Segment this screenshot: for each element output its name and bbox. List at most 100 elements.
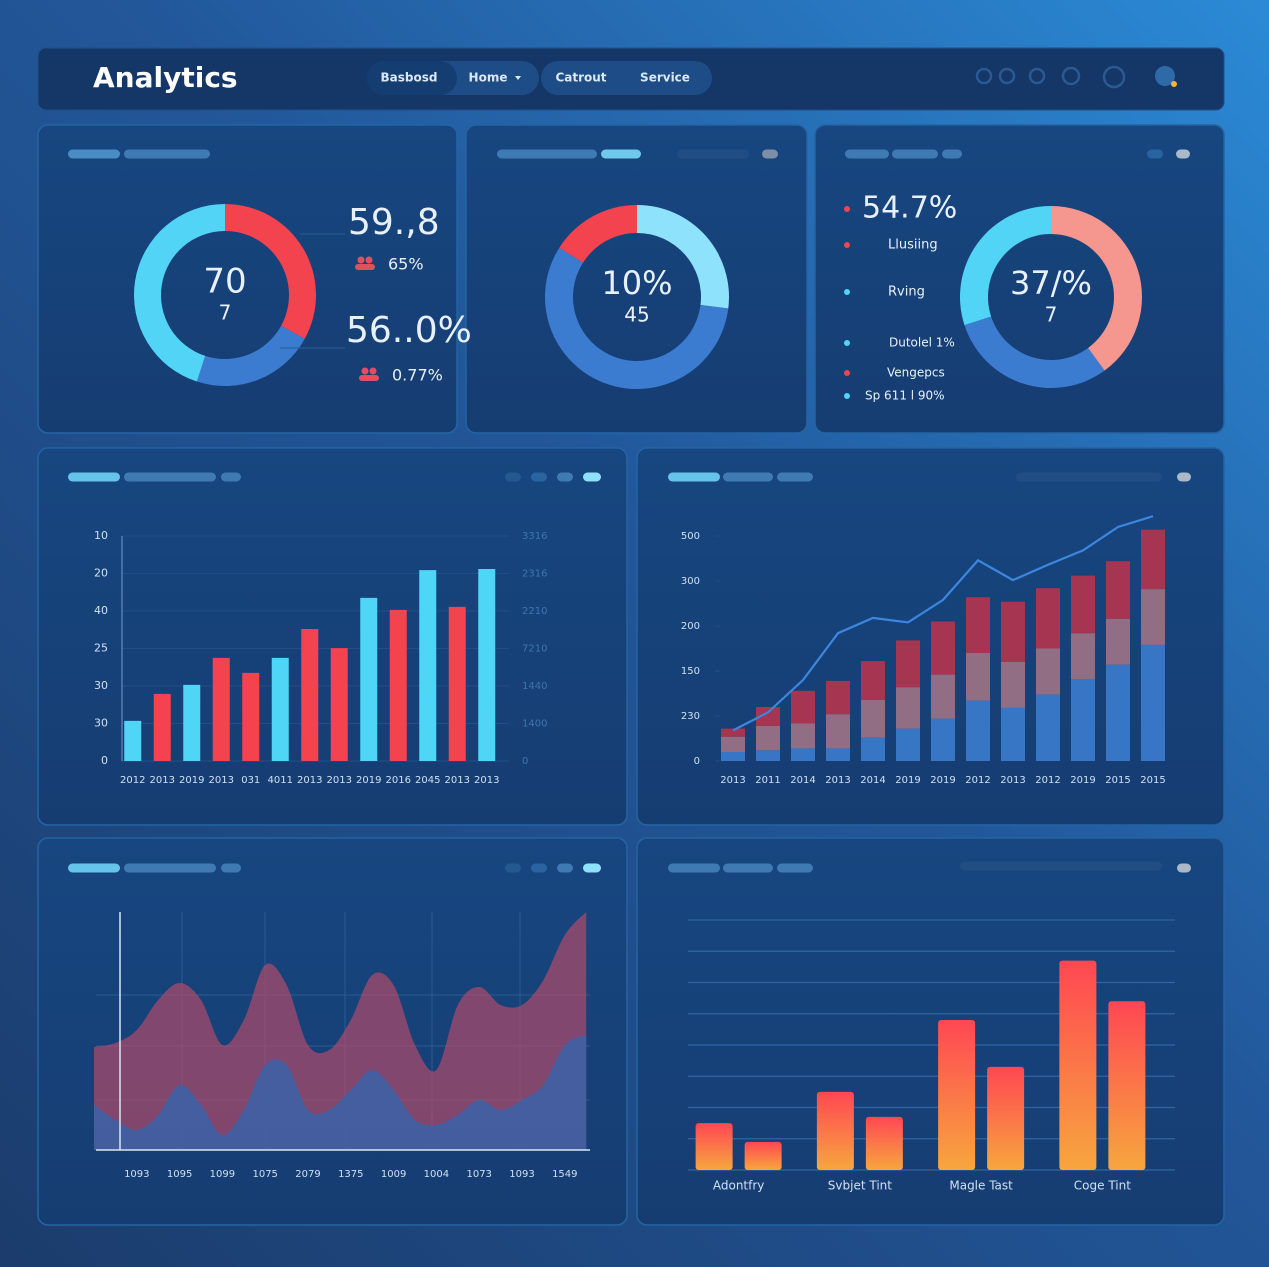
bar-segment: [1001, 707, 1025, 761]
x-tick-label: 2013: [1000, 775, 1025, 786]
nav-group: [541, 61, 712, 95]
placeholder-bar: [1177, 863, 1191, 873]
donut-slice: [134, 204, 225, 382]
annotation: 59.,8: [348, 202, 440, 243]
x-tick-label: 1549: [552, 1169, 577, 1180]
y2-tick-label: 0: [522, 756, 528, 767]
nav-item[interactable]: Basbosd: [381, 71, 438, 85]
x-tick-label: 1004: [424, 1169, 449, 1180]
bar-segment: [791, 690, 815, 724]
panel: [814, 124, 1225, 434]
bar-segment: [861, 699, 885, 738]
x-tick-label: 031: [241, 775, 260, 786]
icon: [355, 264, 375, 270]
x-tick-label: 1099: [210, 1169, 235, 1180]
area: [94, 1035, 587, 1150]
bar: [865, 1116, 903, 1170]
placeholder-bar: [557, 863, 573, 873]
placeholder-bar: [677, 149, 749, 159]
placeholder-bar: [124, 472, 216, 482]
annotation: Sp 611 l 90%: [865, 389, 945, 403]
bar: [183, 684, 201, 761]
x-tick-label: 2016: [386, 775, 411, 786]
placeholder-bar: [531, 472, 547, 482]
annotation: Rving: [888, 285, 925, 300]
nav-item[interactable]: Home: [469, 71, 508, 85]
avatar[interactable]: [1155, 66, 1175, 86]
bar: [153, 693, 171, 761]
panel: [636, 447, 1225, 826]
x-tick-label: 2013: [297, 775, 322, 786]
y-tick-label: 0: [694, 756, 700, 767]
bar: [1059, 960, 1097, 1170]
nav-item[interactable]: Catrout: [555, 71, 606, 85]
x-tick-label: 2013: [474, 775, 499, 786]
y2-tick-label: 1440: [522, 681, 547, 692]
placeholder-bar: [505, 863, 521, 873]
placeholder-bar: [68, 863, 120, 873]
bar-segment: [861, 737, 885, 761]
icon: [359, 375, 379, 381]
placeholder-bar: [557, 472, 573, 482]
annotation: Vengepcs: [887, 366, 945, 380]
x-tick-label: 1009: [381, 1169, 406, 1180]
legend-dot: [844, 289, 850, 295]
bar-segment: [1141, 529, 1165, 590]
y-tick-label: 300: [681, 576, 700, 587]
bar: [242, 672, 260, 761]
annotation: Llusiing: [888, 238, 938, 253]
x-tick-label: 2019: [1070, 775, 1095, 786]
y-tick-label: 150: [681, 666, 700, 677]
bar-segment: [896, 687, 920, 729]
bar-segment: [756, 725, 780, 751]
y-tick-label: 30: [94, 717, 108, 730]
placeholder-bar: [892, 149, 938, 159]
bar-segment: [1001, 662, 1025, 708]
bar-segment: [791, 723, 815, 749]
placeholder-bar: [221, 472, 241, 482]
annotation: Dutolel 1%: [889, 336, 955, 350]
legend-dot: [844, 242, 850, 248]
x-tick-label: 1075: [252, 1169, 277, 1180]
bar: [448, 606, 466, 761]
donut-slice: [637, 205, 729, 309]
x-tick-label: 2014: [860, 775, 885, 786]
bar-segment: [1106, 618, 1130, 665]
legend-dot: [844, 206, 850, 212]
donut-slice: [545, 247, 729, 389]
donut-center-label: 70: [203, 262, 246, 302]
bar-segment: [896, 728, 920, 761]
y-tick-label: 20: [94, 567, 108, 580]
bar-segment: [966, 700, 990, 761]
bar-segment: [1141, 589, 1165, 645]
x-tick-label: 2011: [755, 775, 780, 786]
legend-dot: [844, 393, 850, 399]
bar-segment: [826, 748, 850, 761]
x-tick-label: 2013: [720, 775, 745, 786]
bar: [938, 1020, 976, 1170]
bar-segment: [896, 640, 920, 688]
y-tick-label: 0: [101, 754, 108, 767]
donut-center-label: 37/%: [1010, 264, 1092, 302]
donut-slice: [960, 206, 1051, 326]
placeholder-bar: [942, 149, 962, 159]
icon: [365, 256, 373, 264]
x-tick-label: 1375: [338, 1169, 363, 1180]
y2-tick-label: 2316: [522, 569, 547, 580]
legend-dot: [844, 370, 850, 376]
placeholder-bar: [1147, 149, 1163, 159]
bar-segment: [756, 707, 780, 726]
bar-segment: [1106, 664, 1130, 761]
bar: [419, 570, 437, 761]
x-tick-label: 2019: [179, 775, 204, 786]
x-tick-label: 2013: [445, 775, 470, 786]
placeholder-bar: [723, 863, 773, 873]
nav-item[interactable]: Service: [640, 71, 690, 85]
x-tick-label: 2013: [209, 775, 234, 786]
placeholder-bar: [1016, 472, 1162, 482]
annotation: 0.77%: [392, 366, 443, 385]
donut-slice: [196, 325, 305, 386]
nav-active: [367, 61, 457, 95]
trend-line: [732, 515, 1154, 732]
